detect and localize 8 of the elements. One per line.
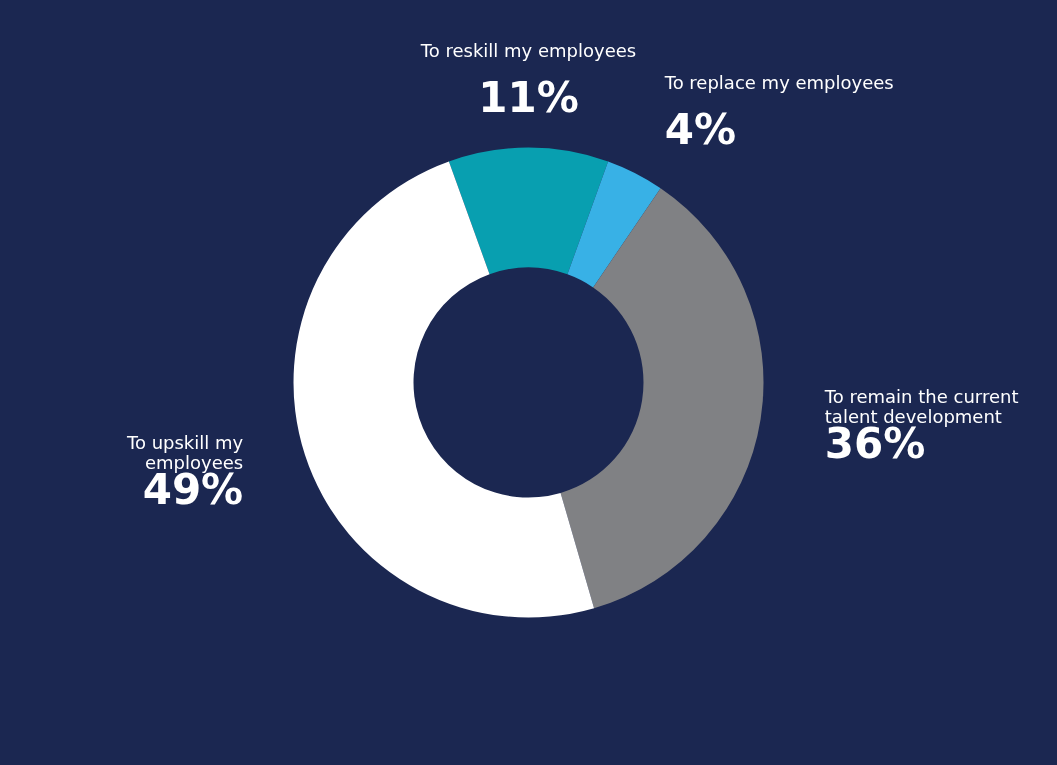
donut-slice (448, 147, 609, 275)
donut-slice (293, 161, 595, 618)
slice-label: To replace my employees (663, 72, 894, 94)
data-label: 4% (664, 105, 737, 155)
slice-label: To reskill my employees (419, 39, 637, 61)
data-label: 11% (478, 72, 579, 122)
donut-slice (560, 188, 764, 609)
donut-slice (567, 161, 661, 288)
